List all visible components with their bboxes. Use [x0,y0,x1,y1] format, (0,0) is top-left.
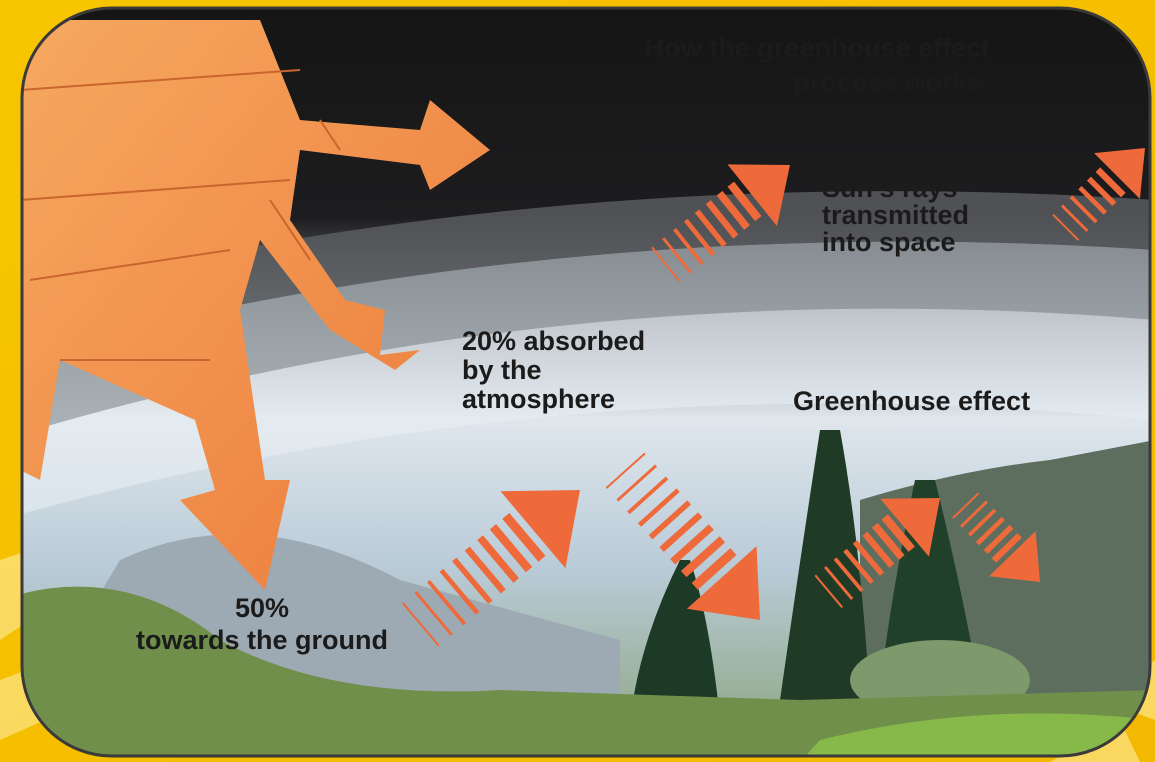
label: 20% absorbed [462,326,645,356]
label: 30% sent [512,123,629,153]
label: Greenhouse effect [793,386,1030,416]
label: Sun’s rays [822,173,958,203]
label: into space [822,227,956,257]
label: atmosphere [462,384,615,414]
label: towards the ground [136,625,388,655]
title: How the greenhouse effect [645,33,990,63]
greenhouse-diagram: How the greenhouse effect process works. 3… [0,0,1155,762]
label: 50% [235,593,289,623]
label: into space [512,153,646,183]
label: transmitted [822,200,969,230]
label: by the [462,355,542,385]
title: process works. [793,67,990,97]
